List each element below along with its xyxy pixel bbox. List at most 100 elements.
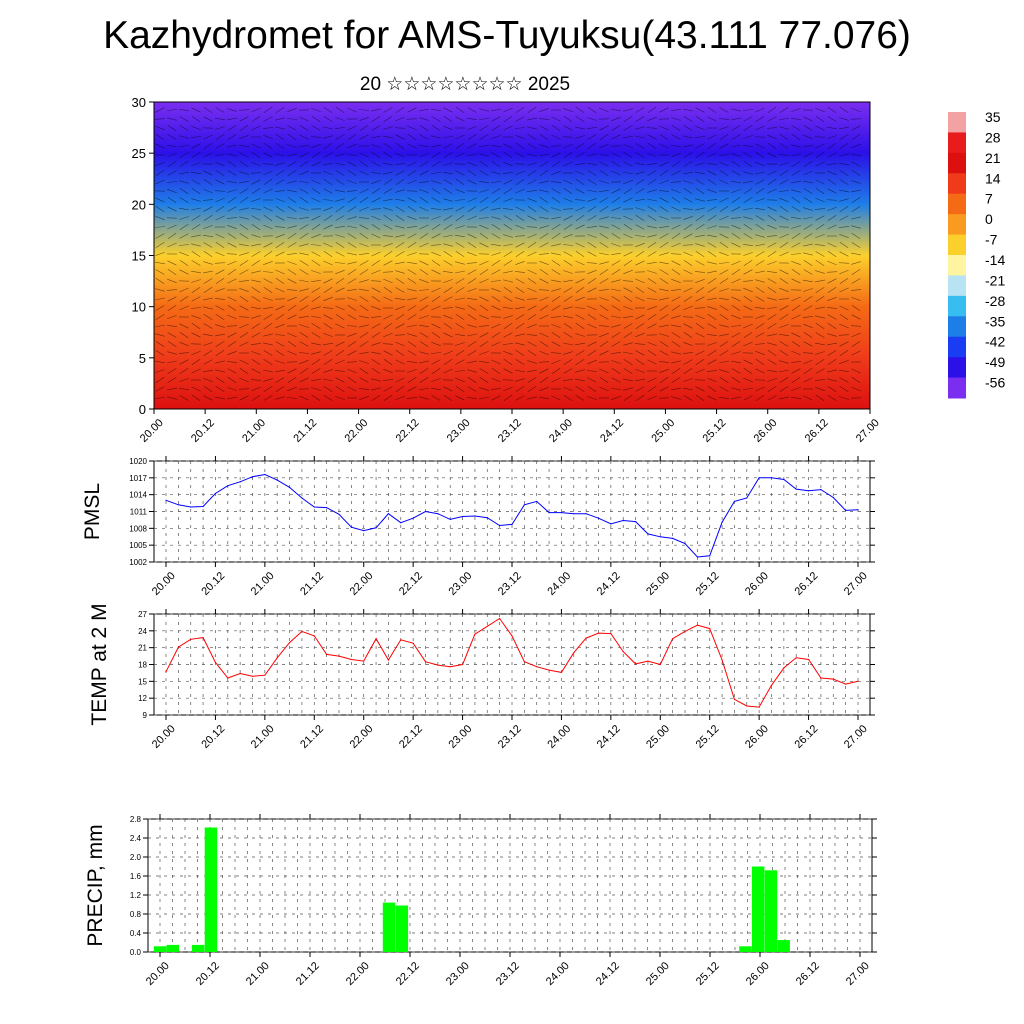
pmsl-panel-x-tick-label: 22.00: [348, 570, 376, 598]
precip-panel-x-tick-label: 24.00: [544, 960, 572, 988]
precip-panel-x-tick-label: 23.00: [444, 960, 472, 988]
temp-panel-point: [190, 638, 192, 640]
pmsl-panel-point: [523, 504, 526, 506]
temp-panel-point: [696, 624, 699, 626]
pmsl-panel-point: [709, 555, 711, 557]
colorbar-swatch: [948, 193, 966, 215]
pmsl-panel-point: [536, 500, 538, 502]
temp-panel-point: [684, 630, 686, 633]
heatmap-x-tick-label: 22.12: [394, 417, 422, 445]
pmsl-panel-point: [301, 497, 303, 499]
colorbar-swatch: [948, 173, 966, 195]
temp-panel-y-tick-label: 15: [138, 677, 147, 686]
pmsl-panel-point: [214, 492, 216, 495]
precip-panel-x-tick-label: 23.12: [494, 960, 522, 988]
pmsl-panel-point: [795, 488, 797, 490]
temp-panel-point: [672, 638, 674, 640]
temp-panel-point: [721, 659, 723, 661]
pmsl-panel-point: [832, 496, 834, 499]
temp-panel-x-tick-label: 22.12: [397, 723, 425, 751]
precip-panel-y-tick-label: 0.8: [130, 910, 142, 919]
temp-panel-point: [536, 666, 538, 668]
colorbar-swatch: [948, 214, 966, 236]
temp-panel-point: [758, 706, 760, 708]
pmsl-panel-x-tick-label: 26.12: [792, 570, 820, 598]
heatmap-x-tick-label: 24.12: [598, 417, 626, 445]
pmsl-panel-point: [363, 530, 365, 532]
pmsl-panel-point: [190, 506, 192, 508]
colorbar-swatch: [948, 152, 966, 174]
pmsl-panel-point: [462, 515, 464, 518]
precip-panel-x-tick-label: 27.00: [844, 960, 872, 988]
temp-panel-point: [165, 671, 167, 673]
temp-panel-x-tick-label: 21.00: [249, 723, 277, 751]
temp-panel-point: [214, 661, 216, 663]
pmsl-panel-point: [326, 507, 328, 509]
temp-panel-point: [783, 667, 785, 669]
heatmap-panel: 20.00 20.12 21.00 21.12 22.00 22.12 23.00 23.12…: [132, 95, 882, 445]
pmsl-panel-y-label: PMSL: [81, 483, 104, 540]
temp-panel-point: [177, 646, 179, 648]
precip-panel-bar: [191, 944, 205, 952]
heatmap-x-tick-label: 25.00: [649, 417, 677, 445]
precip-panel-x-tick-label: 25.00: [644, 960, 672, 988]
precip-panel-bar: [204, 827, 218, 952]
temp-panel-series: [165, 617, 859, 708]
pmsl-panel-point: [437, 513, 439, 515]
temp-panel-point: [610, 633, 612, 635]
heatmap-y-tick-label: 25: [132, 146, 146, 161]
temp-panel-point: [412, 642, 414, 644]
colorbar-label: 28: [985, 129, 1001, 145]
pmsl-panel-point: [573, 513, 575, 515]
heatmap-x-tick-label: 26.00: [752, 417, 780, 445]
temp-panel-x-tick-label: 25.12: [694, 723, 722, 751]
temp-panel-point: [424, 661, 427, 663]
temp-panel-point: [387, 659, 389, 661]
pmsl-panel-point: [622, 519, 624, 522]
temp-panel-point: [462, 663, 464, 666]
pmsl-panel: 1002 1005 1008 1011 1014 1017 1020 20.00 20.12 21…: [81, 456, 875, 598]
colorbar-label: 7: [985, 191, 993, 207]
heatmap-y-tick-label: 0: [139, 402, 146, 417]
colorbar-swatch: [948, 336, 966, 358]
colorbar-swatch: [948, 112, 966, 133]
pmsl-panel-point: [486, 517, 488, 519]
temp-panel: 9 12 15 18 21 24 27 20.00 20.12 21.00 21.12 22.00 22…: [88, 603, 875, 751]
pmsl-panel-point: [400, 522, 402, 524]
heatmap-y-tick-label: 15: [132, 249, 146, 264]
temp-panel-x-tick-label: 23.00: [446, 723, 474, 751]
pmsl-panel-point: [820, 489, 822, 491]
temp-panel-x-tick-label: 21.12: [298, 723, 326, 751]
pmsl-panel-point: [672, 537, 674, 540]
temp-panel-point: [499, 617, 501, 620]
heatmap-field: [154, 102, 870, 409]
chart-title: Kazhydromet for AMS-Tuyuksu(43.111 77.07…: [103, 14, 911, 57]
precip-panel-y-tick-label: 0.4: [130, 929, 142, 938]
pmsl-panel-x-tick-label: 20.00: [150, 570, 178, 598]
temp-panel-point: [795, 657, 797, 659]
temp-panel-point: [573, 652, 575, 654]
precip-panel-y-tick-label: 1.6: [130, 872, 142, 881]
pmsl-panel-x-tick-label: 26.00: [743, 570, 771, 598]
precip-panel-y-tick-label: 2.0: [130, 853, 142, 862]
pmsl-panel-point: [350, 526, 352, 528]
precip-panel-y-label: PRECIP, mm: [84, 824, 107, 946]
pmsl-panel-point: [165, 499, 167, 501]
heatmap-y-ticks: 0 5 10 15 20 25 30: [132, 95, 154, 417]
pmsl-panel-x-tick-label: 24.00: [545, 570, 573, 598]
precip-panel-bar: [153, 946, 167, 952]
temp-panel-y-tick-label: 12: [138, 694, 147, 703]
temp-panel-point: [400, 639, 402, 641]
pmsl-panel-y-tick-label: 1017: [129, 474, 147, 483]
pmsl-panel-x-tick-label: 23.12: [496, 570, 524, 598]
pmsl-panel-y-tick-label: 1020: [129, 457, 147, 466]
pmsl-panel-x-tick-label: 25.00: [644, 570, 672, 598]
temp-panel-point: [597, 632, 600, 634]
precip-panel-series: [153, 827, 790, 952]
pmsl-panel-point: [758, 477, 760, 479]
temp-panel-x-tick-label: 24.00: [545, 723, 573, 751]
pmsl-panel-point: [560, 511, 563, 514]
temp-panel-point: [301, 630, 303, 633]
temp-panel-point: [239, 672, 241, 675]
